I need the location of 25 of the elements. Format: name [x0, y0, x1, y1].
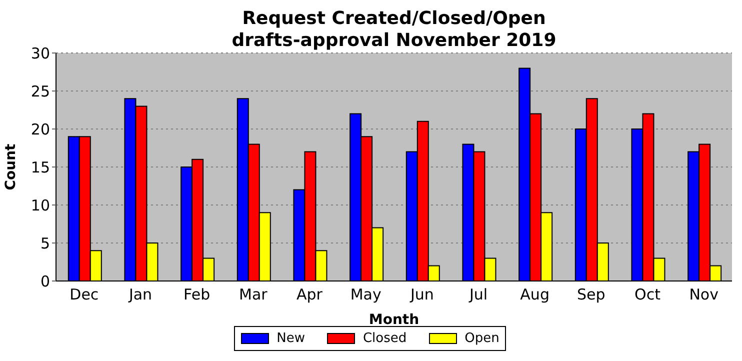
y-tick-label: 5	[40, 234, 50, 252]
x-tick-label: Nov	[689, 286, 719, 304]
x-tick-label: Aug	[520, 286, 550, 304]
x-tick-label: Jul	[468, 286, 488, 304]
x-tick-label: Feb	[184, 286, 210, 304]
x-tick-label: Mar	[239, 286, 268, 304]
y-tick-label: 0	[40, 272, 50, 290]
y-axis-title: Count	[2, 143, 19, 190]
y-tick-label: 25	[30, 82, 50, 100]
x-tick-label: Oct	[634, 286, 661, 304]
legend-label: New	[276, 331, 305, 346]
y-tick-label: 15	[30, 158, 50, 176]
x-tick-label: Apr	[296, 286, 324, 304]
x-tick-label: May	[350, 286, 382, 304]
x-tick-label: Jan	[128, 286, 152, 304]
x-axis-title: Month	[368, 312, 420, 328]
x-tick-label: Jun	[409, 286, 434, 304]
y-tick-label: 30	[30, 44, 50, 62]
legend-label: Closed	[362, 331, 407, 346]
legend-label: Open	[464, 331, 500, 346]
y-tick-label: 10	[30, 196, 50, 214]
x-tick-label: Sep	[577, 286, 606, 304]
x-tick-label: Dec	[70, 286, 99, 304]
chart-title: Request Created/Closed/Open drafts-approval November 2019	[230, 8, 558, 52]
y-tick-label: 20	[30, 120, 50, 138]
